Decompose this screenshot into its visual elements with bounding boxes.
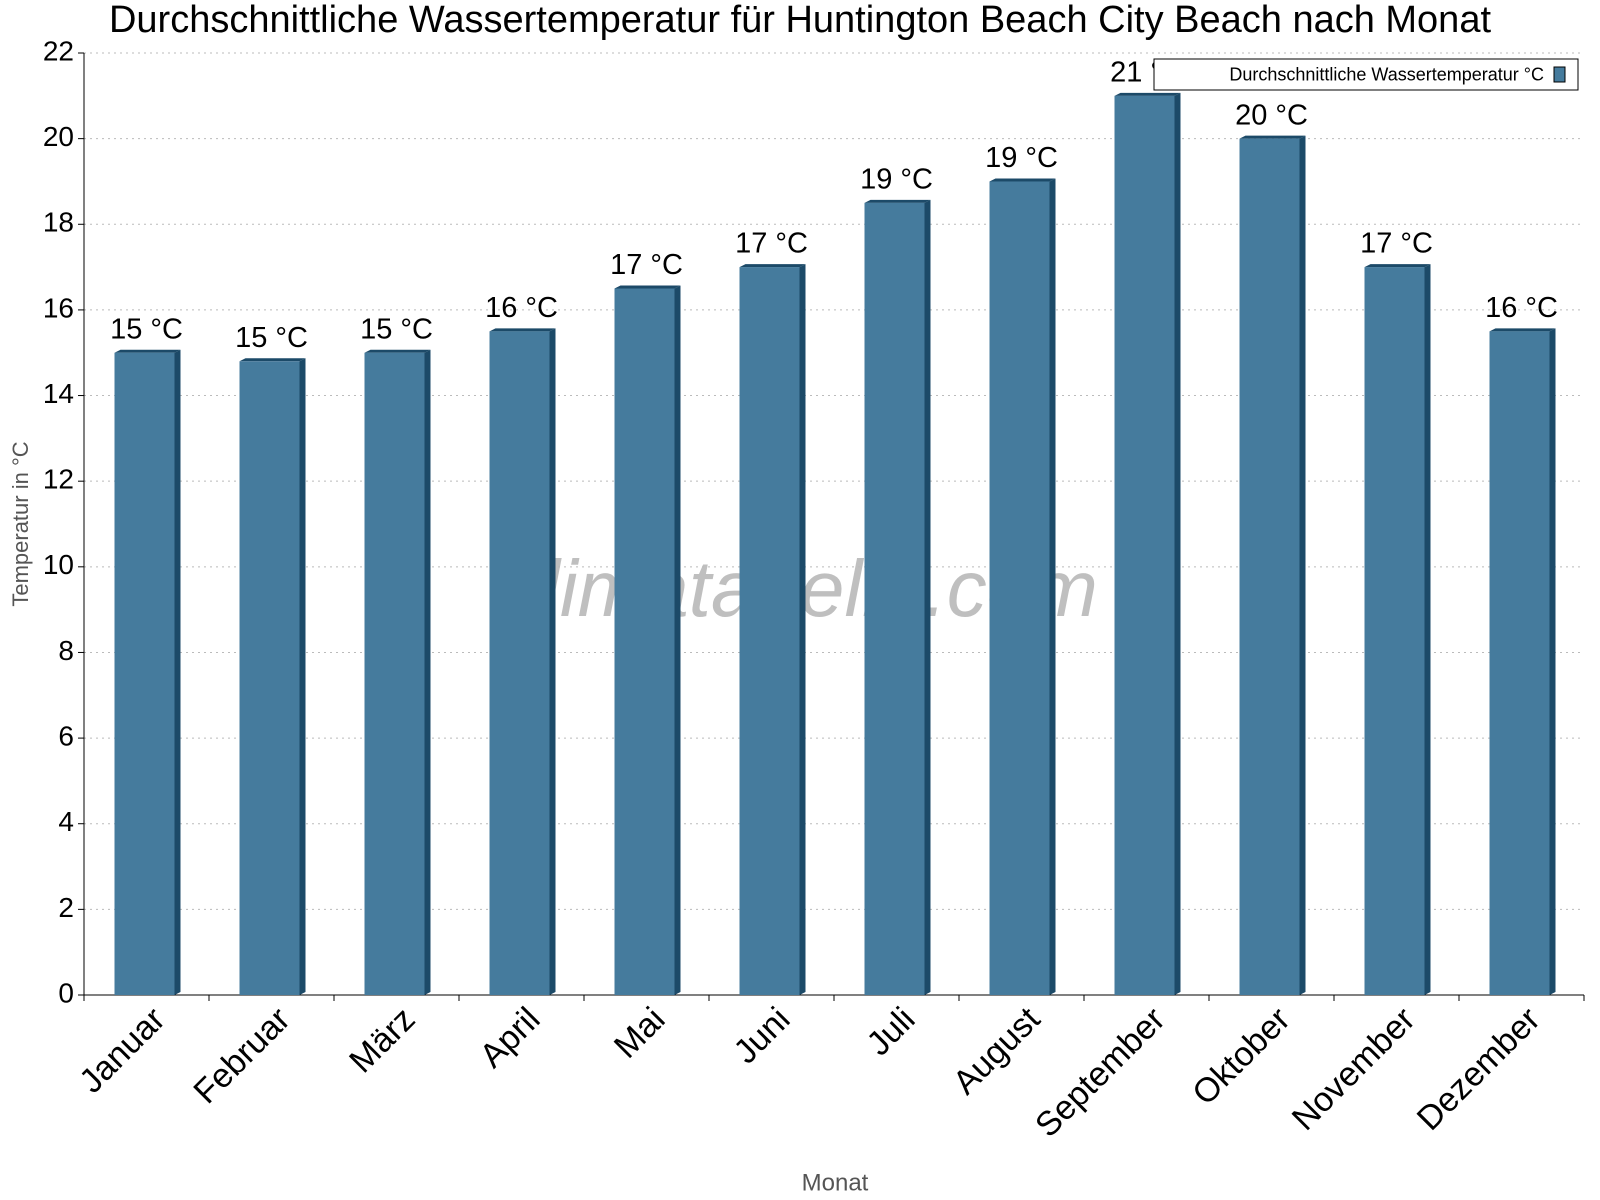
y-axis-title: Temperatur in °C xyxy=(8,441,33,606)
bar-top xyxy=(989,178,1056,182)
y-tick-label: 22 xyxy=(43,35,74,66)
y-tick-label: 18 xyxy=(43,207,74,238)
chart-title: Durchschnittliche Wassertemperatur für H… xyxy=(109,0,1491,41)
bar xyxy=(989,181,1050,996)
bar xyxy=(489,331,550,995)
bar xyxy=(114,352,175,995)
x-tick-label: März xyxy=(342,1000,422,1080)
y-tick-label: 16 xyxy=(43,292,74,323)
bar xyxy=(364,352,425,995)
x-tick-label: August xyxy=(946,1000,1048,1102)
legend-swatch xyxy=(1553,66,1566,83)
bar-side xyxy=(924,199,931,995)
bar-side xyxy=(1299,135,1306,996)
bar-top xyxy=(364,349,431,353)
legend: Durchschnittliche Wassertemperatur °C xyxy=(1153,58,1579,91)
x-tick-label: Juli xyxy=(860,1000,923,1063)
x-tick-label: Mai xyxy=(607,1000,673,1066)
bar-side xyxy=(549,328,556,995)
bar xyxy=(739,267,800,995)
x-tick-label: Oktober xyxy=(1185,1000,1297,1112)
x-tick-label: April xyxy=(473,1000,548,1075)
bar xyxy=(1489,331,1550,995)
y-tick-label: 12 xyxy=(43,464,74,495)
bar-top xyxy=(114,349,181,353)
bar-top xyxy=(864,199,931,203)
y-tick-label: 8 xyxy=(58,635,74,666)
value-label: 19 °C xyxy=(860,164,933,196)
bar-side xyxy=(424,349,431,995)
bar-top xyxy=(1114,92,1181,96)
bar xyxy=(1114,95,1175,996)
legend-box xyxy=(1153,58,1579,91)
bar-side xyxy=(299,358,306,996)
value-label: 17 °C xyxy=(735,228,808,260)
value-label: 20 °C xyxy=(1235,99,1308,131)
value-label: 17 °C xyxy=(1360,228,1433,260)
bar-side xyxy=(799,264,806,995)
bar-side xyxy=(674,285,681,995)
bar xyxy=(864,202,925,995)
bar xyxy=(239,361,300,996)
bar-top xyxy=(1364,264,1431,268)
bar-side xyxy=(1549,328,1556,995)
value-label: 16 °C xyxy=(1485,292,1558,324)
x-tick-label: September xyxy=(1028,1000,1172,1144)
bar-top xyxy=(239,358,306,362)
bar-top xyxy=(614,285,681,289)
bar xyxy=(1239,138,1300,996)
x-tick-label: November xyxy=(1285,1000,1423,1138)
bar-side xyxy=(1424,264,1431,995)
bar xyxy=(1364,267,1425,995)
bar xyxy=(614,288,675,995)
bar-top xyxy=(739,264,806,268)
value-label: 15 °C xyxy=(235,322,308,354)
bar-side xyxy=(1049,178,1056,996)
bar-top xyxy=(1489,328,1556,332)
bar-top xyxy=(1239,135,1306,139)
y-tick-label: 6 xyxy=(58,720,74,751)
value-label: 17 °C xyxy=(610,249,683,281)
y-tick-label: 10 xyxy=(43,549,74,580)
x-tick-label: Januar xyxy=(72,1000,172,1100)
x-tick-label: Februar xyxy=(186,1000,297,1111)
value-label: 16 °C xyxy=(485,292,558,324)
value-label: 15 °C xyxy=(360,313,433,345)
bar-side xyxy=(174,349,181,995)
y-tick-label: 20 xyxy=(43,121,74,152)
bar-side xyxy=(1174,92,1181,996)
value-label: 15 °C xyxy=(110,313,183,345)
y-tick-label: 4 xyxy=(58,806,74,837)
y-tick-label: 14 xyxy=(43,378,74,409)
x-tick-label: Juni xyxy=(727,1000,798,1071)
y-tick-label: 0 xyxy=(58,977,74,1008)
value-label: 19 °C xyxy=(985,142,1058,174)
bar-top xyxy=(489,328,556,332)
legend-label: Durchschnittliche Wassertemperatur °C xyxy=(1229,64,1544,84)
x-tick-label: Dezember xyxy=(1410,1000,1548,1138)
y-tick-label: 2 xyxy=(58,892,74,923)
x-axis-title: Monat xyxy=(802,1169,869,1196)
